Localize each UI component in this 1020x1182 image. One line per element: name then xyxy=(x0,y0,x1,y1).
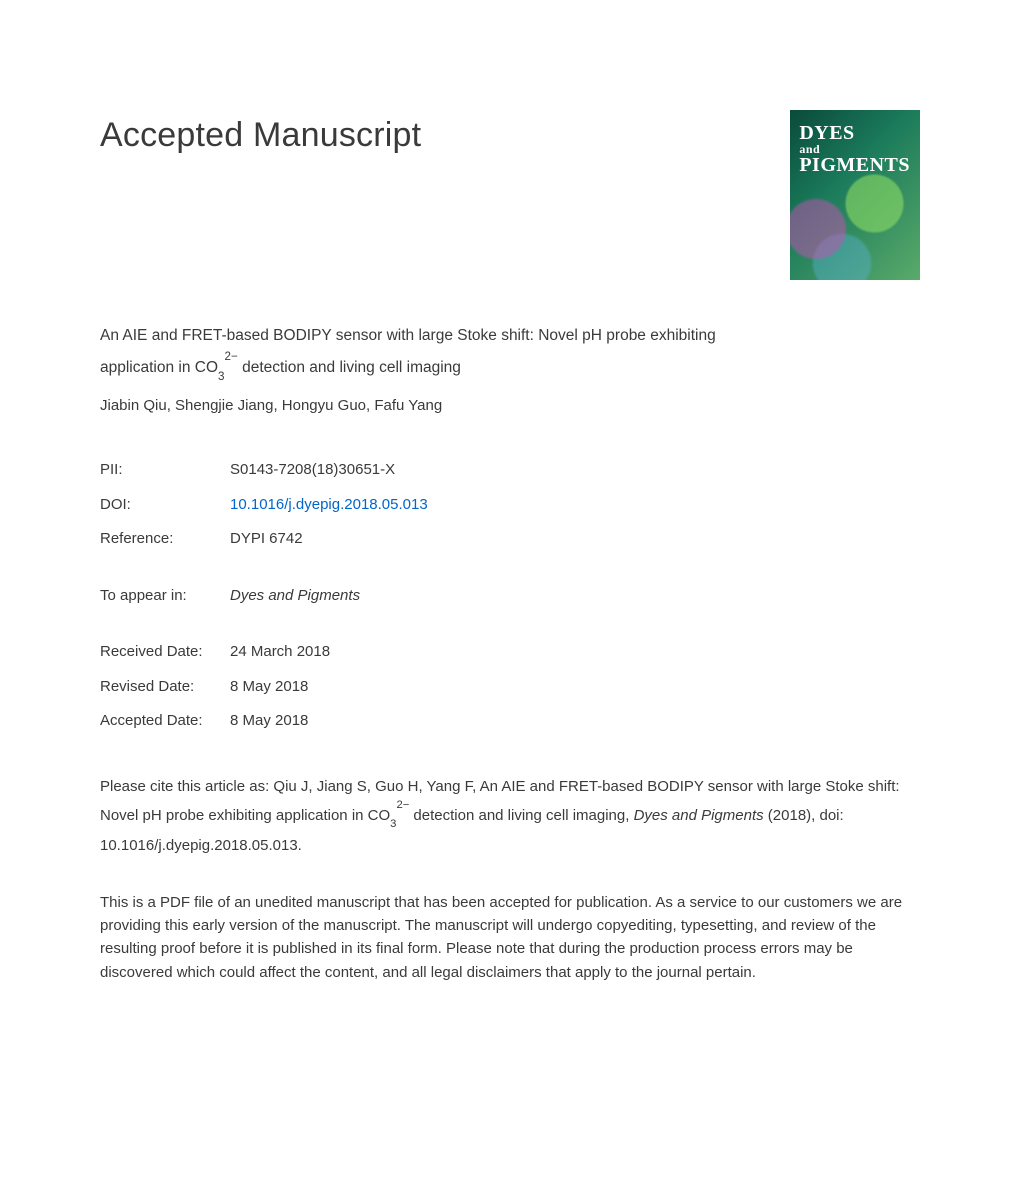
accepted-manuscript-heading: Accepted Manuscript xyxy=(100,110,421,161)
title-superscript: 2− xyxy=(225,350,238,363)
doi-label: DOI: xyxy=(100,488,230,523)
reference-row: Reference: DYPI 6742 xyxy=(100,522,428,557)
pii-label: PII: xyxy=(100,453,230,488)
title-subscript: 3 xyxy=(218,370,224,383)
cover-line-1: DYES xyxy=(799,122,854,144)
citation-chemical-formula: 32− xyxy=(390,807,409,824)
citation-mid: detection and living cell imaging, xyxy=(409,807,633,824)
appear-table: To appear in: Dyes and Pigments xyxy=(100,579,360,614)
journal-cover-thumbnail: DYES and PIGMENTS xyxy=(790,110,920,280)
header-row: Accepted Manuscript DYES and PIGMENTS xyxy=(100,110,920,280)
appear-label: To appear in: xyxy=(100,579,230,614)
dates-table: Received Date: 24 March 2018 Revised Dat… xyxy=(100,635,330,739)
citation-journal: Dyes and Pigments xyxy=(634,807,764,824)
chemical-formula: 32− xyxy=(218,359,238,376)
doi-row: DOI: 10.1016/j.dyepig.2018.05.013 xyxy=(100,488,428,523)
pii-row: PII: S0143-7208(18)30651-X xyxy=(100,453,428,488)
metadata-table: PII: S0143-7208(18)30651-X DOI: 10.1016/… xyxy=(100,453,428,557)
accepted-row: Accepted Date: 8 May 2018 xyxy=(100,704,330,739)
citation-superscript: 2− xyxy=(396,799,409,811)
accepted-value: 8 May 2018 xyxy=(230,704,330,739)
revised-label: Revised Date: xyxy=(100,670,230,705)
citation-subscript: 3 xyxy=(390,818,396,830)
accepted-label: Accepted Date: xyxy=(100,704,230,739)
article-title: An AIE and FRET-based BODIPY sensor with… xyxy=(100,320,720,385)
received-label: Received Date: xyxy=(100,635,230,670)
doi-link[interactable]: 10.1016/j.dyepig.2018.05.013 xyxy=(230,496,428,513)
received-row: Received Date: 24 March 2018 xyxy=(100,635,330,670)
revised-value: 8 May 2018 xyxy=(230,670,330,705)
revised-row: Revised Date: 8 May 2018 xyxy=(100,670,330,705)
reference-value: DYPI 6742 xyxy=(230,522,428,557)
appear-value: Dyes and Pigments xyxy=(230,579,360,614)
cover-line-2: PIGMENTS xyxy=(799,154,910,176)
disclaimer-text: This is a PDF file of an unedited manusc… xyxy=(100,891,920,984)
authors-list: Jiabin Qiu, Shengjie Jiang, Hongyu Guo, … xyxy=(100,395,920,418)
citation-text: Please cite this article as: Qiu J, Jian… xyxy=(100,773,920,861)
title-post: detection and living cell imaging xyxy=(238,359,461,376)
journal-cover-title: DYES and PIGMENTS xyxy=(799,124,910,175)
received-value: 24 March 2018 xyxy=(230,635,330,670)
appear-row: To appear in: Dyes and Pigments xyxy=(100,579,360,614)
reference-label: Reference: xyxy=(100,522,230,557)
pii-value: S0143-7208(18)30651-X xyxy=(230,453,428,488)
